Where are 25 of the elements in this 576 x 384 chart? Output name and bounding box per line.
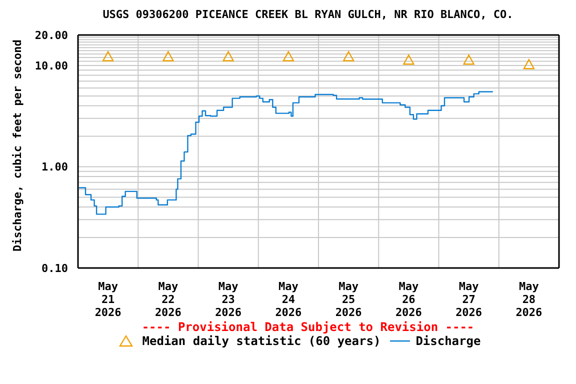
point xyxy=(222,51,234,62)
point xyxy=(102,51,114,62)
y-tick-label: 20.00 xyxy=(34,29,68,42)
legend-label: Median daily statistic (60 years) xyxy=(142,334,381,348)
y-tick-label: 1.00 xyxy=(42,160,68,174)
x-tick-label: May 23 2026 xyxy=(215,280,242,319)
chart-title: USGS 09306200 PICEANCE CREEK BL RYAN GULCH, NR RIO BLANCO, CO. xyxy=(102,8,514,23)
point xyxy=(403,54,414,65)
y-axis-title: Discharge, cubic feet per second xyxy=(10,40,24,252)
x-tick-label: May 21 2026 xyxy=(94,280,122,319)
point xyxy=(463,54,474,65)
x-tick-label: May 26 2026 xyxy=(395,280,422,319)
legend-label: Discharge xyxy=(416,334,481,348)
point xyxy=(282,51,294,62)
point xyxy=(523,59,535,70)
point xyxy=(342,51,354,62)
y-tick-label: 0.10 xyxy=(42,262,68,275)
x-tick-label: May 22 2026 xyxy=(154,280,182,319)
x-tick-label: May 24 2026 xyxy=(275,280,302,319)
x-tick-label: May 27 2026 xyxy=(456,280,482,319)
text: ---- Provisional Data Subject to Revision ---- xyxy=(140,320,476,334)
y-tick-label: 10.00 xyxy=(34,59,68,72)
point xyxy=(162,51,174,62)
x-tick-label: May 28 2026 xyxy=(516,280,543,319)
x-tick-label: May 25 2026 xyxy=(335,280,362,319)
